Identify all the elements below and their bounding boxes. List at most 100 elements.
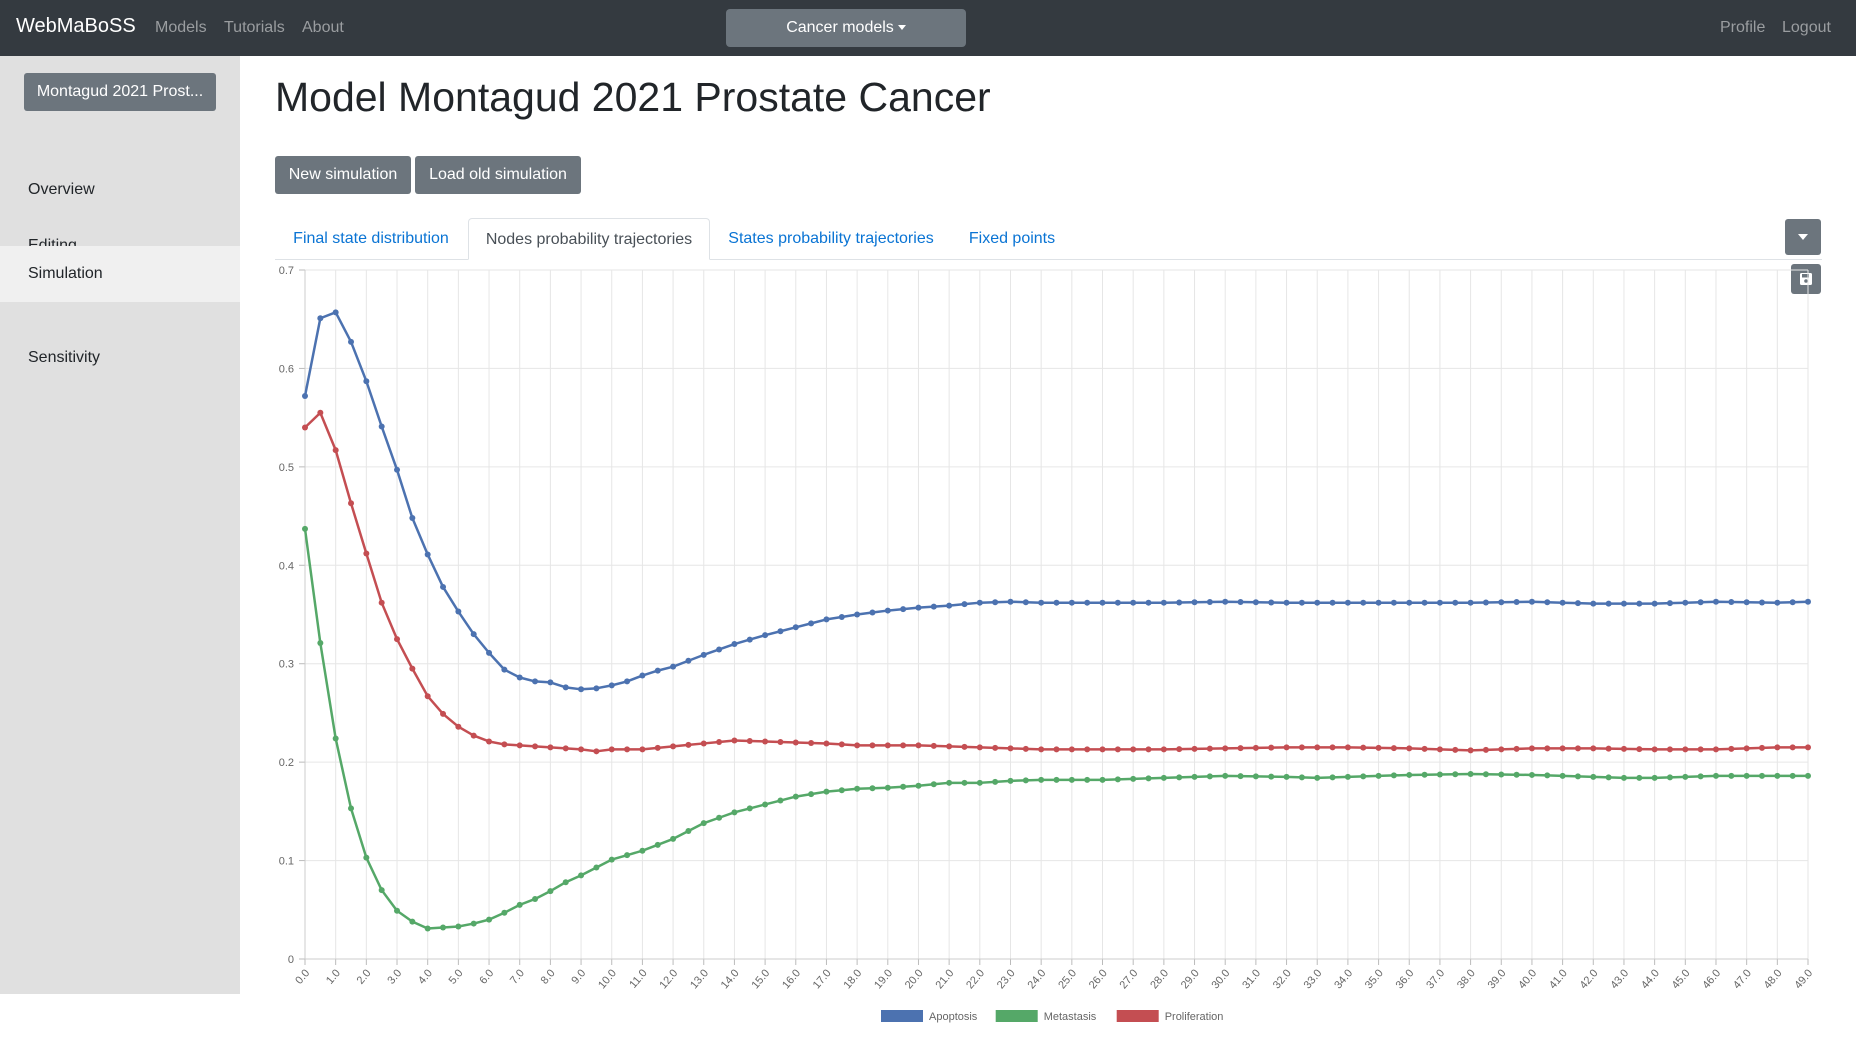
data-point-metastasis	[1099, 776, 1106, 783]
data-point-metastasis	[1743, 772, 1750, 779]
sidebar-item-overview[interactable]: Overview	[28, 181, 95, 198]
x-tick-label: 48.0	[1762, 967, 1785, 991]
nav-about[interactable]: About	[302, 19, 344, 36]
data-point-proliferation	[394, 636, 401, 643]
tab-states-probability-trajectories[interactable]: States probability trajectories	[728, 230, 934, 247]
x-tick-label: 30.0	[1210, 967, 1233, 991]
data-point-metastasis	[348, 805, 355, 812]
x-tick-label: 11.0	[627, 967, 649, 990]
data-point-apoptosis	[1099, 599, 1106, 606]
data-point-apoptosis	[1314, 599, 1321, 606]
data-point-metastasis	[884, 784, 891, 791]
data-point-proliferation	[1191, 745, 1198, 752]
data-point-metastasis	[363, 854, 370, 861]
data-point-metastasis	[1298, 774, 1305, 781]
data-point-apoptosis	[1084, 599, 1091, 606]
x-tick-label: 15.0	[749, 967, 772, 991]
data-point-apoptosis	[731, 641, 738, 648]
data-point-proliferation	[992, 744, 999, 751]
data-point-apoptosis	[1007, 598, 1014, 605]
data-point-apoptosis	[869, 609, 876, 616]
x-tick-label: 37.0	[1424, 967, 1447, 991]
data-point-proliferation	[1421, 745, 1428, 752]
sidebar-item-sensitivity[interactable]: Sensitivity	[28, 349, 101, 366]
data-point-apoptosis	[1758, 599, 1765, 606]
brand-link[interactable]: WebMaBoSS	[16, 15, 136, 37]
data-point-apoptosis	[1375, 599, 1382, 606]
y-tick-label: 0.7	[279, 265, 294, 277]
data-point-proliferation	[915, 742, 922, 749]
nav-logout[interactable]: Logout	[1782, 19, 1831, 36]
data-point-metastasis	[624, 852, 631, 859]
data-point-metastasis	[1666, 774, 1673, 781]
nav-models[interactable]: Models	[155, 19, 207, 36]
data-point-proliferation	[1498, 746, 1505, 753]
data-point-metastasis	[1559, 772, 1566, 779]
data-point-apoptosis	[409, 515, 416, 522]
data-point-metastasis	[838, 787, 845, 794]
data-point-apoptosis	[1329, 599, 1336, 606]
data-point-proliferation	[731, 737, 738, 744]
data-point-apoptosis	[1636, 600, 1643, 607]
data-point-metastasis	[1237, 773, 1244, 780]
legend-label-proliferation: Proliferation	[1165, 1011, 1224, 1023]
nav-tutorials[interactable]: Tutorials	[224, 19, 285, 36]
data-point-apoptosis	[1605, 600, 1612, 607]
model-select-button[interactable]: Montagud 2021 Prost...	[24, 73, 216, 111]
data-point-metastasis	[1758, 772, 1765, 779]
x-tick-label: 4.0	[416, 967, 435, 986]
data-point-metastasis	[1620, 774, 1627, 781]
nav-profile[interactable]: Profile	[1720, 19, 1766, 36]
data-point-metastasis	[501, 909, 508, 916]
data-point-apoptosis	[1574, 600, 1581, 607]
data-point-apoptosis	[1038, 599, 1045, 606]
x-tick-label: 24.0	[1025, 967, 1048, 991]
x-tick-label: 39.0	[1486, 967, 1509, 991]
x-tick-label: 29.0	[1179, 967, 1202, 991]
data-point-metastasis	[869, 785, 876, 792]
data-point-apoptosis	[700, 651, 707, 658]
data-point-proliferation	[1252, 744, 1259, 751]
data-point-metastasis	[915, 782, 922, 789]
sidebar-item-simulation[interactable]: Simulation	[0, 246, 240, 302]
x-tick-label: 47.0	[1731, 967, 1754, 991]
data-point-apoptosis	[1544, 599, 1551, 606]
data-point-metastasis	[976, 779, 983, 786]
data-point-apoptosis	[1743, 599, 1750, 606]
data-point-apoptosis	[1130, 599, 1137, 606]
tab-fixed-points[interactable]: Fixed points	[968, 230, 1056, 247]
cancer-models-dropdown[interactable]: Cancer models	[726, 9, 966, 47]
data-point-apoptosis	[1436, 599, 1443, 606]
data-point-metastasis	[394, 907, 401, 914]
new-simulation-button[interactable]: New simulation	[275, 156, 411, 194]
data-point-apoptosis	[424, 551, 431, 558]
data-point-metastasis	[1682, 773, 1689, 780]
data-point-proliferation	[332, 447, 339, 454]
chart-options-button[interactable]	[1785, 219, 1821, 255]
data-point-metastasis	[792, 793, 799, 800]
x-tick-label: 27.0	[1118, 967, 1141, 991]
data-point-metastasis	[1513, 771, 1520, 778]
save-chart-button[interactable]	[1791, 264, 1821, 294]
data-point-metastasis	[1498, 771, 1505, 778]
tab-nodes-probability-trajectories[interactable]: Nodes probability trajectories	[468, 218, 710, 260]
tab-final-state-distribution[interactable]: Final state distribution	[293, 230, 449, 247]
data-point-proliferation	[470, 732, 477, 739]
data-point-metastasis	[1022, 777, 1029, 784]
data-point-metastasis	[716, 814, 723, 821]
data-point-metastasis	[1252, 773, 1259, 780]
data-point-proliferation	[378, 599, 385, 606]
legend-label-apoptosis: Apoptosis	[929, 1011, 978, 1023]
data-point-apoptosis	[1053, 599, 1060, 606]
data-point-apoptosis	[777, 628, 784, 635]
x-tick-label: 18.0	[841, 967, 864, 991]
y-tick-label: 0.6	[279, 363, 294, 375]
load-old-simulation-button[interactable]: Load old simulation	[415, 156, 581, 194]
data-point-apoptosis	[1283, 599, 1290, 606]
data-point-apoptosis	[654, 667, 661, 674]
data-point-apoptosis	[746, 636, 753, 643]
x-tick-label: 45.0	[1670, 967, 1693, 991]
legend-swatch-apoptosis	[881, 1010, 923, 1022]
y-tick-label: 0.1	[279, 856, 294, 868]
data-point-apoptosis	[1022, 599, 1029, 606]
